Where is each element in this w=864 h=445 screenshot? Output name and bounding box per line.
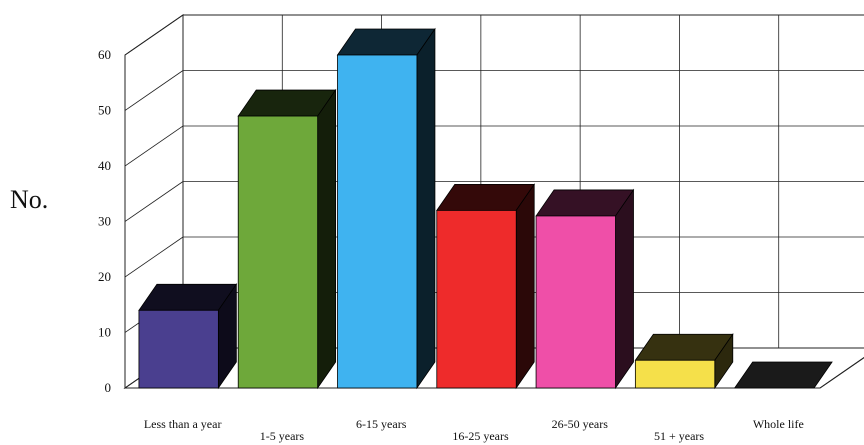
gridline-left-wall (124, 14, 184, 56)
x-tick-label: 1-5 years (260, 429, 305, 443)
x-tick-label: 16-25 years (452, 429, 509, 443)
bar-front-face (237, 115, 319, 389)
bar-front-face (436, 209, 517, 389)
gridline-left-wall (124, 236, 184, 278)
bar-side-face (615, 188, 634, 390)
bar (436, 183, 535, 390)
x-tick-label: 51 + years (654, 429, 704, 443)
bar-front-face (634, 359, 716, 389)
bar (535, 188, 635, 390)
gridline-left-wall (124, 70, 184, 111)
bar (138, 283, 238, 390)
x-axis-ticks: Less than a year 1-5 years 6-15 years 16-25… (144, 417, 804, 443)
y-tick-label: 30 (98, 214, 111, 229)
x-tick-label: Whole life (753, 417, 804, 431)
gridline-left-wall (124, 181, 184, 222)
floor-right-edge (819, 357, 864, 389)
x-tick-label: 6-15 years (356, 417, 407, 431)
bar-front-face (138, 309, 219, 389)
bar-side-face (416, 27, 436, 390)
x-tick-label: 26-50 years (552, 417, 609, 431)
y-tick-label: 10 (98, 325, 111, 340)
bar-top-face (733, 361, 833, 389)
bar-front-face (337, 54, 418, 389)
y-tick-label: 60 (98, 47, 111, 62)
bar (733, 361, 833, 389)
y-tick-label: 0 (105, 380, 112, 395)
bars (138, 27, 833, 390)
bar (634, 332, 734, 390)
bar-side-face (515, 183, 535, 390)
x-tick-label: Less than a year (144, 417, 222, 431)
y-tick-label: 40 (98, 158, 111, 173)
bar (336, 27, 436, 390)
bar-front-face (535, 215, 616, 389)
gridline-left-wall (124, 125, 184, 167)
bar (237, 88, 337, 390)
y-tick-label: 50 (98, 103, 111, 118)
y-axis-label: No. (10, 185, 48, 214)
y-tick-label: 20 (98, 269, 111, 284)
bar-side-face (317, 88, 337, 390)
y-axis-ticks: 0 10 20 30 40 50 60 (98, 47, 111, 395)
